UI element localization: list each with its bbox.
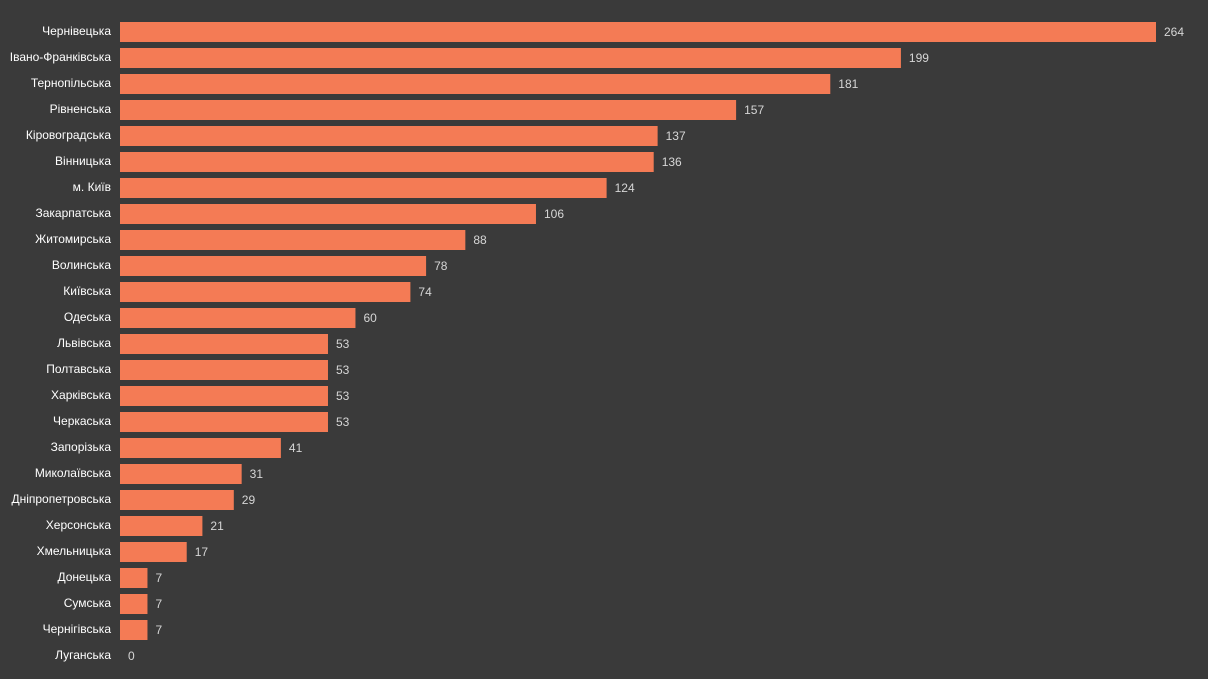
category-label: Закарпатська — [36, 206, 112, 220]
bar — [120, 438, 281, 458]
bar — [120, 568, 148, 588]
category-label: Вінницька — [55, 154, 111, 168]
category-label: Чернігівська — [43, 622, 112, 636]
category-label: Харківська — [51, 388, 111, 402]
category-label: Волинська — [52, 258, 112, 272]
bar — [120, 360, 328, 380]
category-label: м. Київ — [73, 180, 111, 194]
bar — [120, 464, 242, 484]
category-labels: Чернівецька Івано-Франківська Тернопільськ… — [10, 24, 112, 662]
bar — [120, 48, 901, 68]
value-label: 7 — [155, 571, 162, 585]
bar — [120, 386, 328, 406]
bar — [120, 516, 203, 536]
bar — [120, 334, 328, 354]
value-label: 41 — [289, 441, 303, 455]
bar — [120, 594, 148, 614]
value-label: 7 — [155, 623, 162, 637]
value-label: 0 — [128, 649, 135, 663]
value-label: 17 — [195, 545, 209, 559]
category-label: Кіровоградська — [26, 128, 111, 142]
category-label: Одеська — [64, 310, 112, 324]
bar — [120, 490, 234, 510]
category-label: Черкаська — [53, 414, 111, 428]
value-label: 264 — [1164, 25, 1184, 39]
category-label: Київська — [63, 284, 111, 298]
value-label: 53 — [336, 337, 350, 351]
value-label: 88 — [473, 233, 487, 247]
value-label: 53 — [336, 389, 350, 403]
value-label: 124 — [615, 181, 635, 195]
bar — [120, 22, 1156, 42]
category-label: Івано-Франківська — [10, 50, 112, 64]
value-label: 157 — [744, 103, 764, 117]
value-label: 31 — [250, 467, 264, 481]
category-label: Рівненська — [50, 102, 112, 116]
category-label: Львівська — [57, 336, 111, 350]
category-label: Полтавська — [46, 362, 111, 376]
bars-layer — [120, 22, 1156, 640]
value-label: 53 — [336, 415, 350, 429]
bar — [120, 620, 148, 640]
value-label: 21 — [210, 519, 224, 533]
bar — [120, 412, 328, 432]
category-label: Херсонська — [46, 518, 112, 532]
bar — [120, 230, 466, 250]
value-label: 60 — [363, 311, 377, 325]
value-label: 199 — [909, 51, 929, 65]
value-label: 106 — [544, 207, 564, 221]
category-label: Донецька — [57, 570, 111, 584]
value-label: 7 — [155, 597, 162, 611]
category-label: Луганська — [55, 648, 111, 662]
category-label: Хмельницька — [37, 544, 112, 558]
bar — [120, 256, 427, 276]
category-label: Тернопільська — [31, 76, 111, 90]
bar — [120, 126, 658, 146]
bar — [120, 308, 356, 328]
category-label: Чернівецька — [42, 24, 111, 38]
category-label: Дніпропетровська — [11, 492, 111, 506]
value-label: 78 — [434, 259, 448, 273]
bar — [120, 178, 607, 198]
value-label: 136 — [662, 155, 682, 169]
category-label: Сумська — [64, 596, 112, 610]
bar — [120, 152, 654, 172]
value-label: 137 — [666, 129, 686, 143]
value-label: 74 — [418, 285, 432, 299]
value-label: 181 — [838, 77, 858, 91]
bar — [120, 542, 187, 562]
bar — [120, 282, 411, 302]
category-label: Запорізька — [51, 440, 112, 454]
value-label: 29 — [242, 493, 256, 507]
bar — [120, 204, 536, 224]
category-label: Житомирська — [35, 232, 111, 246]
bar — [120, 74, 831, 94]
value-label: 53 — [336, 363, 350, 377]
bar — [120, 100, 737, 120]
category-label: Миколаївська — [35, 466, 112, 480]
